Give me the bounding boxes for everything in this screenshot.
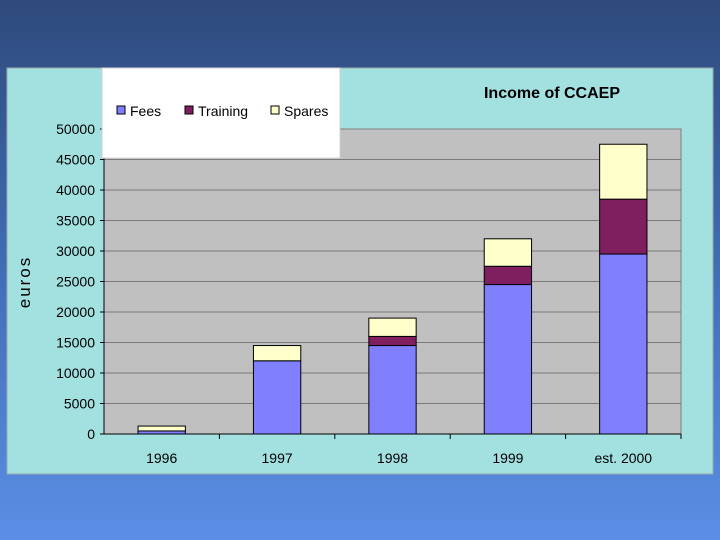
legend-swatch-training <box>184 105 194 115</box>
y-tick-labels: 0 5000 10000 15000 20000 25000 30000 35000 40000… <box>56 121 104 442</box>
bar-spares-1997 <box>252 345 302 362</box>
legend-label-training: Training <box>198 103 248 119</box>
y-tick-label: 15000 <box>56 335 95 351</box>
legend-label-fees: Fees <box>130 103 161 119</box>
bar-spares-1998 <box>368 317 417 337</box>
y-tick-label: 5000 <box>64 396 95 412</box>
bar-fees-1997 <box>252 360 302 435</box>
legend: Fees Training Spares <box>116 103 328 119</box>
y-tick-label: 50000 <box>56 121 95 137</box>
bar-training-1998 <box>368 335 417 347</box>
y-tick-label: 35000 <box>56 213 95 229</box>
x-tick-label: 1999 <box>492 450 523 466</box>
bar-training-1999 <box>483 265 533 286</box>
bar-fees-1999 <box>483 284 533 435</box>
y-tick-label: 45000 <box>56 152 95 168</box>
y-tick-label: 10000 <box>56 365 95 381</box>
chart-title: Income of CCAEP <box>484 85 620 102</box>
y-tick-label: 0 <box>87 426 95 442</box>
legend-label-spares: Spares <box>284 103 328 119</box>
legend-swatch-spares <box>270 105 280 115</box>
y-axis-label: euros <box>15 256 34 309</box>
bar-spares-1999 <box>483 238 533 267</box>
y-tick-label: 25000 <box>56 274 95 290</box>
y-tick-label: 30000 <box>56 243 95 259</box>
x-tick-label: 1996 <box>146 450 177 466</box>
legend-box <box>101 67 341 159</box>
x-tick-labels: 1996 1997 1998 1999 est. 2000 <box>146 434 682 466</box>
y-tick-label: 20000 <box>56 304 95 320</box>
x-tick-label: 1997 <box>262 450 293 466</box>
bar-fees-1998 <box>368 345 417 435</box>
bar-spares-1996 <box>137 425 186 432</box>
bar-fees-est-2000 <box>599 253 648 435</box>
bar-training-est-2000 <box>599 198 648 255</box>
x-tick-label: 1998 <box>377 450 408 466</box>
bars <box>137 143 648 435</box>
x-tick-label: est. 2000 <box>594 450 652 466</box>
legend-swatch-fees <box>116 105 126 115</box>
y-tick-label: 40000 <box>56 182 95 198</box>
bar-spares-est-2000 <box>599 143 648 200</box>
